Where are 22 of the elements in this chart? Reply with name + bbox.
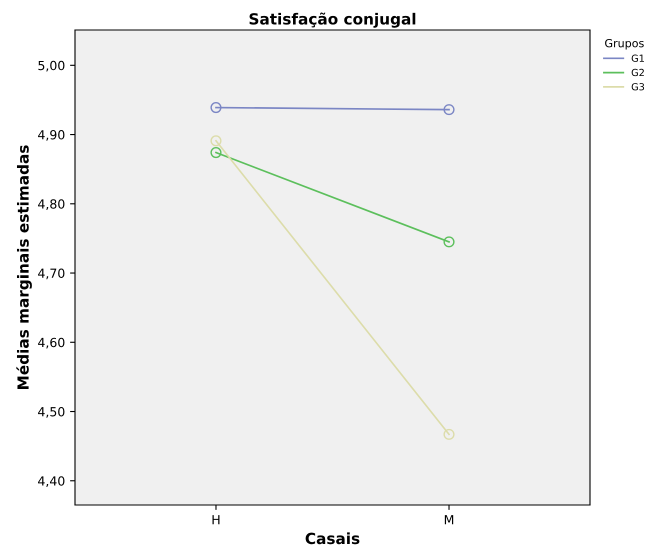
y-tick-label: 4,50 (38, 406, 64, 418)
chart-title: Satisfação conjugal (250, 12, 416, 28)
y-tick-label: 4,70 (38, 268, 64, 280)
y-tick-label: 4,80 (38, 199, 64, 210)
y-tick-label: 4,90 (38, 130, 64, 141)
point (210, 135, 222, 146)
point (443, 428, 455, 440)
point (210, 102, 222, 114)
x-tick-label: M (444, 515, 454, 524)
x-axis-title: Casais (306, 532, 360, 544)
legend-title: Grupos (605, 38, 644, 50)
x-tick-label: H (212, 515, 220, 524)
point (443, 104, 455, 116)
point (210, 147, 222, 158)
legend-label: G1 (632, 54, 644, 62)
legend-label: G3 (632, 83, 644, 90)
y-tick-label: 4,60 (38, 338, 64, 348)
point (443, 236, 455, 248)
y-tick-label: 4,40 (38, 476, 64, 487)
y-axis-title: Médias marginais estimadas (16, 145, 32, 389)
y-tick-label: 5,00 (38, 60, 64, 72)
legend-label: G2 (632, 68, 644, 76)
